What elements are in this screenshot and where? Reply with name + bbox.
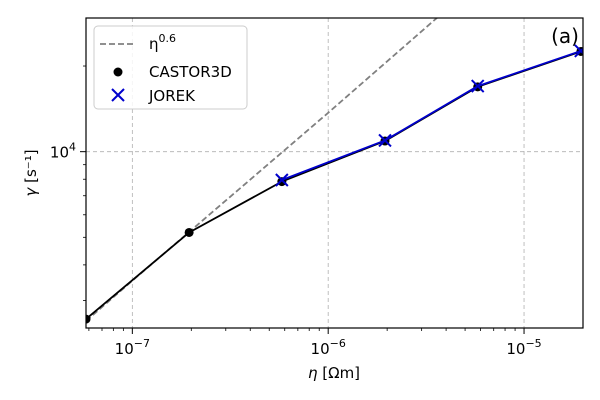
jorek-point	[275, 173, 289, 187]
panel-label: (a)	[551, 24, 579, 48]
legend: η0.6 CASTOR3D JOREK	[93, 25, 248, 110]
ticks: 10−7 10−6 10−5 104	[50, 65, 542, 358]
series-layer	[86, 18, 583, 324]
y-axis-label: γ [s⁻¹]	[22, 149, 40, 196]
castor3d-point	[86, 314, 91, 324]
jorek-point	[378, 133, 392, 148]
legend-box	[93, 25, 248, 110]
reference-line	[86, 18, 439, 322]
castor3d-point	[184, 227, 194, 237]
legend-jorek-marker	[111, 88, 125, 102]
plot-frame	[85, 17, 584, 329]
x-axis-label: η [Ωm]	[308, 364, 360, 382]
jorek-point	[574, 44, 583, 58]
jorek-point	[471, 79, 485, 93]
y-tick-label: 104	[50, 141, 76, 162]
legend-reference-base: η	[149, 35, 159, 53]
legend-label-reference: η0.6	[149, 32, 176, 53]
legend-castor3d-marker	[113, 67, 123, 77]
x-tick-label: 10−7	[115, 337, 150, 358]
legend-reference-exp: 0.6	[159, 32, 177, 45]
legend-label-castor3d: CASTOR3D	[149, 63, 232, 81]
x-tick-label: 10−6	[311, 337, 346, 358]
jorek-line	[281, 50, 582, 181]
x-tick-label: 10−5	[506, 337, 541, 358]
legend-label-jorek: JOREK	[148, 87, 196, 105]
